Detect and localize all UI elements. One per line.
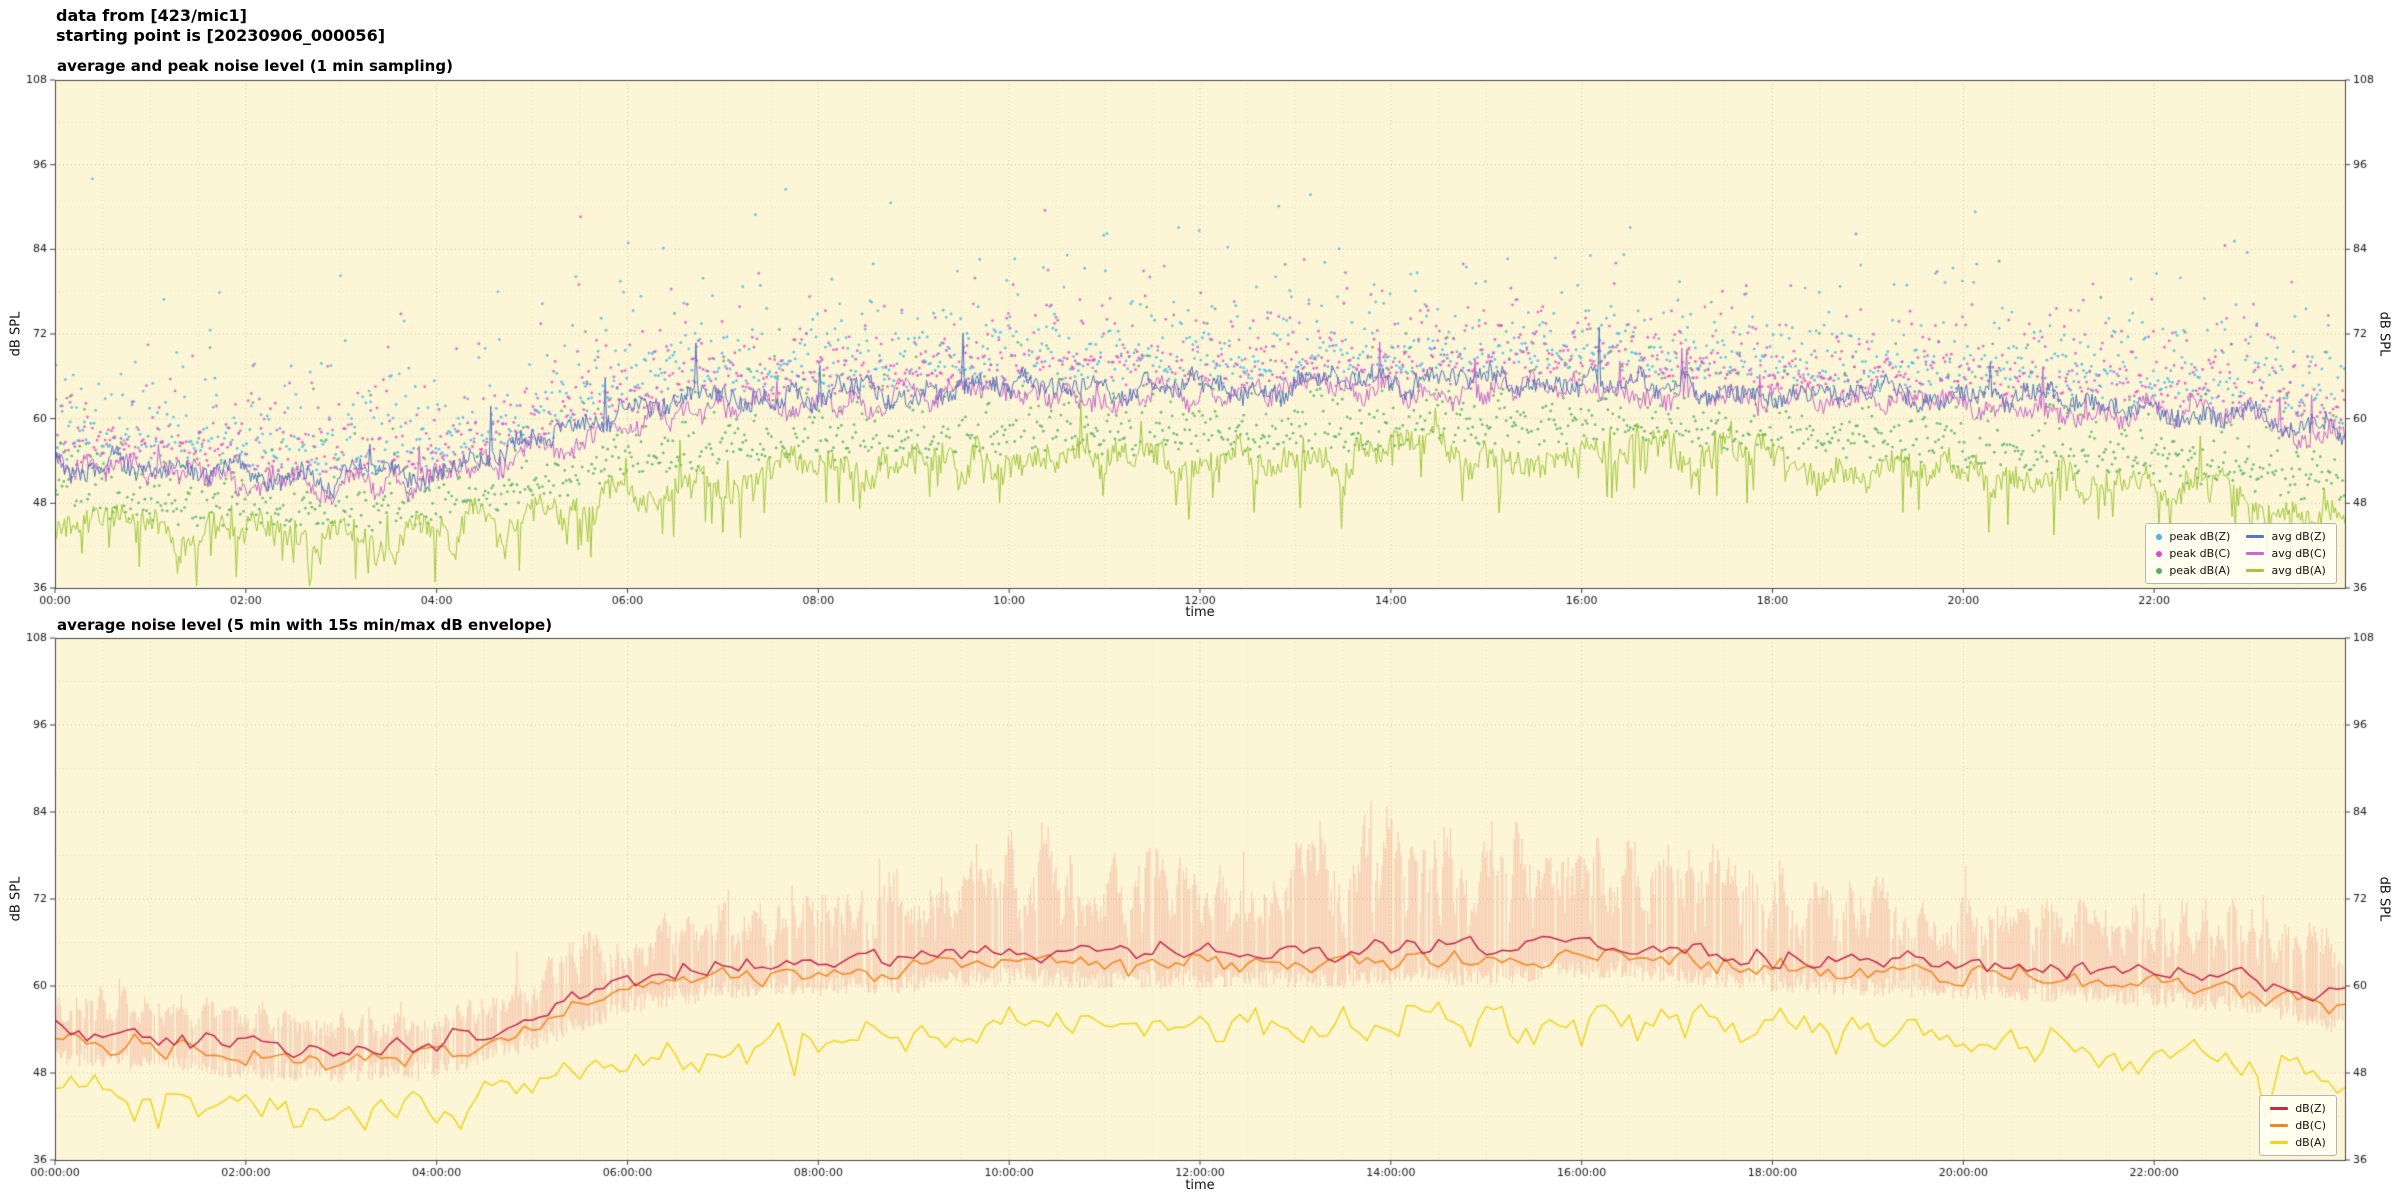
noise-charts-canvas [0, 0, 2400, 1200]
figure: data from [423/mic1] starting point is [… [0, 0, 2400, 1200]
